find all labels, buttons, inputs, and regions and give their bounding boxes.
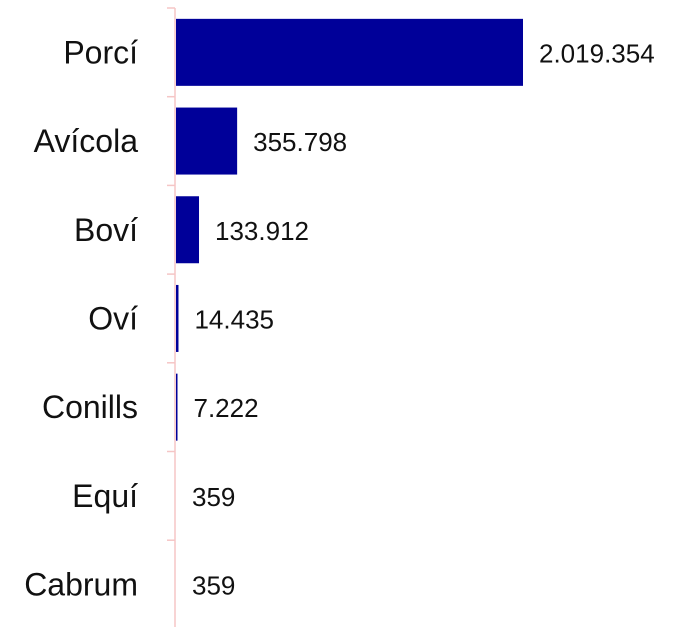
bar-conills	[176, 373, 178, 441]
category-label: Porcí	[63, 34, 138, 70]
category-label: Boví	[74, 212, 138, 248]
category-label: Oví	[88, 300, 138, 336]
bars-layer	[176, 18, 523, 441]
category-label: Equí	[72, 478, 138, 514]
labels-layer: Porcí 2.019.354 Avícola 355.798 Boví 133.912 O…	[24, 34, 654, 602]
axis-layer	[167, 7, 176, 627]
category-label: Conills	[42, 389, 138, 425]
value-label: 359	[192, 571, 235, 601]
value-label: 355.798	[253, 127, 347, 157]
category-label: Avícola	[34, 123, 139, 159]
value-label: 359	[192, 482, 235, 512]
category-label: Cabrum	[24, 567, 138, 603]
value-label: 14.435	[194, 304, 274, 334]
value-label: 133.912	[215, 216, 309, 246]
bar-porcí	[176, 18, 523, 86]
value-label: 2.019.354	[539, 38, 655, 68]
bar-oví	[176, 284, 179, 352]
value-label: 7.222	[194, 393, 259, 423]
bar-avícola	[176, 107, 238, 175]
bar-boví	[176, 196, 200, 264]
